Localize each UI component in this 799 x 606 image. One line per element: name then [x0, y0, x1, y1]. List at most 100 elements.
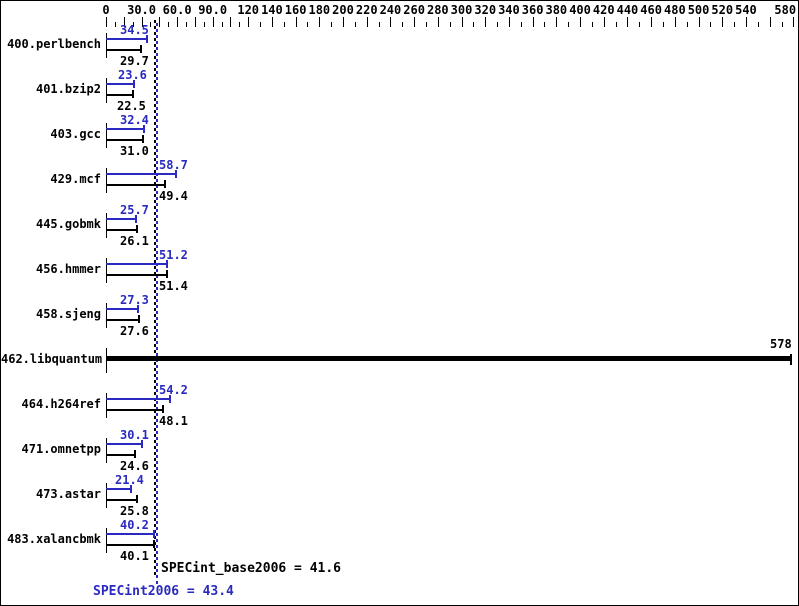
- base-bar-endcap: [162, 405, 164, 413]
- axis-tick: [272, 17, 273, 27]
- peak-value-label: 51.2: [159, 248, 188, 262]
- peak-bar-endcap: [166, 260, 168, 268]
- base-bar-endcap: [164, 180, 166, 188]
- axis-tick: [239, 22, 240, 27]
- peak-mean-dotted-line: [156, 20, 158, 584]
- benchmark-name: 473.astar: [35, 487, 101, 501]
- axis-tick-label: 0: [102, 3, 110, 17]
- peak-bar-endcap: [135, 215, 137, 223]
- axis-tick-label: 580: [774, 3, 797, 17]
- base-bar: [106, 94, 133, 96]
- axis-tick: [770, 17, 771, 27]
- axis-tick: [168, 22, 169, 27]
- base-bar: [106, 49, 141, 51]
- axis-tick: [746, 17, 747, 27]
- axis-tick: [106, 17, 107, 27]
- base-value-label: 26.1: [120, 234, 149, 248]
- base-mean-label: SPECint_base2006 = 41.6: [161, 561, 342, 576]
- axis-tick-label: 90.0: [198, 3, 228, 17]
- base-bar-endcap: [134, 450, 136, 458]
- peak-bar-endcap: [141, 440, 143, 448]
- row-baseline-bracket: [106, 213, 107, 238]
- axis-tick: [284, 22, 285, 27]
- base-mean-dotted-line: [154, 20, 156, 575]
- axis-tick: [296, 17, 297, 27]
- axis-tick: [556, 17, 557, 27]
- axis-tick: [509, 17, 510, 27]
- axis-tick: [331, 22, 332, 27]
- axis-tick: [159, 17, 160, 27]
- base-value-label: 27.6: [120, 324, 149, 338]
- base-value-label: 48.1: [159, 414, 188, 428]
- peak-bar-endcap: [175, 170, 177, 178]
- axis-tick: [616, 22, 617, 27]
- base-bar: [106, 454, 135, 456]
- row-baseline-bracket: [106, 78, 107, 103]
- base-value-label: 22.5: [117, 99, 146, 113]
- axis-tick: [230, 17, 231, 27]
- benchmark-name: 400.perlbench: [7, 37, 101, 51]
- benchmark-name: 483.xalancbmk: [7, 532, 101, 546]
- axis-tick: [355, 22, 356, 27]
- axis-tick-label: 400: [569, 3, 591, 17]
- axis-tick: [687, 22, 688, 27]
- peak-bar-endcap: [146, 35, 148, 43]
- axis-tick-label: 500: [687, 3, 710, 17]
- base-value-label: 25.8: [120, 504, 149, 518]
- peak-value-label: 32.4: [120, 113, 149, 127]
- axis-tick-label: 180: [308, 3, 331, 17]
- axis-tick-label: 320: [474, 3, 497, 17]
- base-bar-endcap: [138, 315, 140, 323]
- peak-mean-label: SPECint2006 = 43.4: [93, 584, 234, 599]
- axis-tick: [473, 22, 474, 27]
- base-bar: [106, 184, 165, 186]
- peak-bar: [106, 38, 147, 40]
- peak-bar: [106, 308, 138, 310]
- peak-value-label: 21.4: [115, 473, 144, 487]
- base-bar-endcap: [136, 225, 138, 233]
- row-baseline-bracket: [106, 393, 107, 418]
- axis-tick: [758, 22, 759, 27]
- axis-tick-label: 260: [403, 3, 425, 17]
- benchmark-name: 429.mcf: [50, 172, 101, 186]
- axis-tick: [204, 22, 205, 27]
- axis-tick: [186, 22, 187, 27]
- base-bar: [106, 229, 137, 231]
- axis-tick: [426, 22, 427, 27]
- base-value-label: 40.1: [120, 549, 149, 563]
- axis-tick: [533, 17, 534, 27]
- peak-bar: [106, 83, 134, 85]
- base-bar: [106, 544, 154, 546]
- base-value-label: 51.4: [159, 279, 188, 293]
- axis-tick: [651, 17, 652, 27]
- axis-tick-label: 340: [498, 3, 520, 17]
- peak-bar: [106, 398, 170, 400]
- axis-tick: [414, 17, 415, 27]
- benchmark-name: 471.omnetpp: [21, 442, 101, 456]
- base-bar-endcap: [140, 45, 142, 53]
- peak-bar-endcap: [130, 485, 132, 493]
- axis-tick: [115, 22, 116, 27]
- benchmark-name: 403.gcc: [50, 127, 101, 141]
- axis-tick-label: 60.0: [162, 3, 192, 17]
- benchmark-name: 458.sjeng: [35, 307, 101, 321]
- peak-bar: [106, 173, 176, 175]
- row-baseline-bracket: [106, 483, 107, 508]
- axis-tick: [734, 22, 735, 27]
- peak-value-label: 54.2: [159, 383, 188, 397]
- base-value-label: 24.6: [120, 459, 149, 473]
- axis-tick: [544, 22, 545, 27]
- axis-tick: [402, 22, 403, 27]
- base-bar-endcap: [153, 540, 155, 548]
- axis-tick: [438, 17, 439, 27]
- peak-bar: [106, 128, 144, 130]
- axis-tick: [367, 17, 368, 27]
- axis-tick-label: 140: [261, 3, 283, 17]
- axis-tick: [699, 17, 700, 27]
- axis-tick: [604, 17, 605, 27]
- row-baseline-bracket: [106, 168, 107, 193]
- base-value-label: 578: [770, 337, 792, 351]
- axis-tick: [675, 17, 676, 27]
- peak-value-label: 23.6: [118, 68, 147, 82]
- peak-value-label: 27.3: [120, 293, 149, 307]
